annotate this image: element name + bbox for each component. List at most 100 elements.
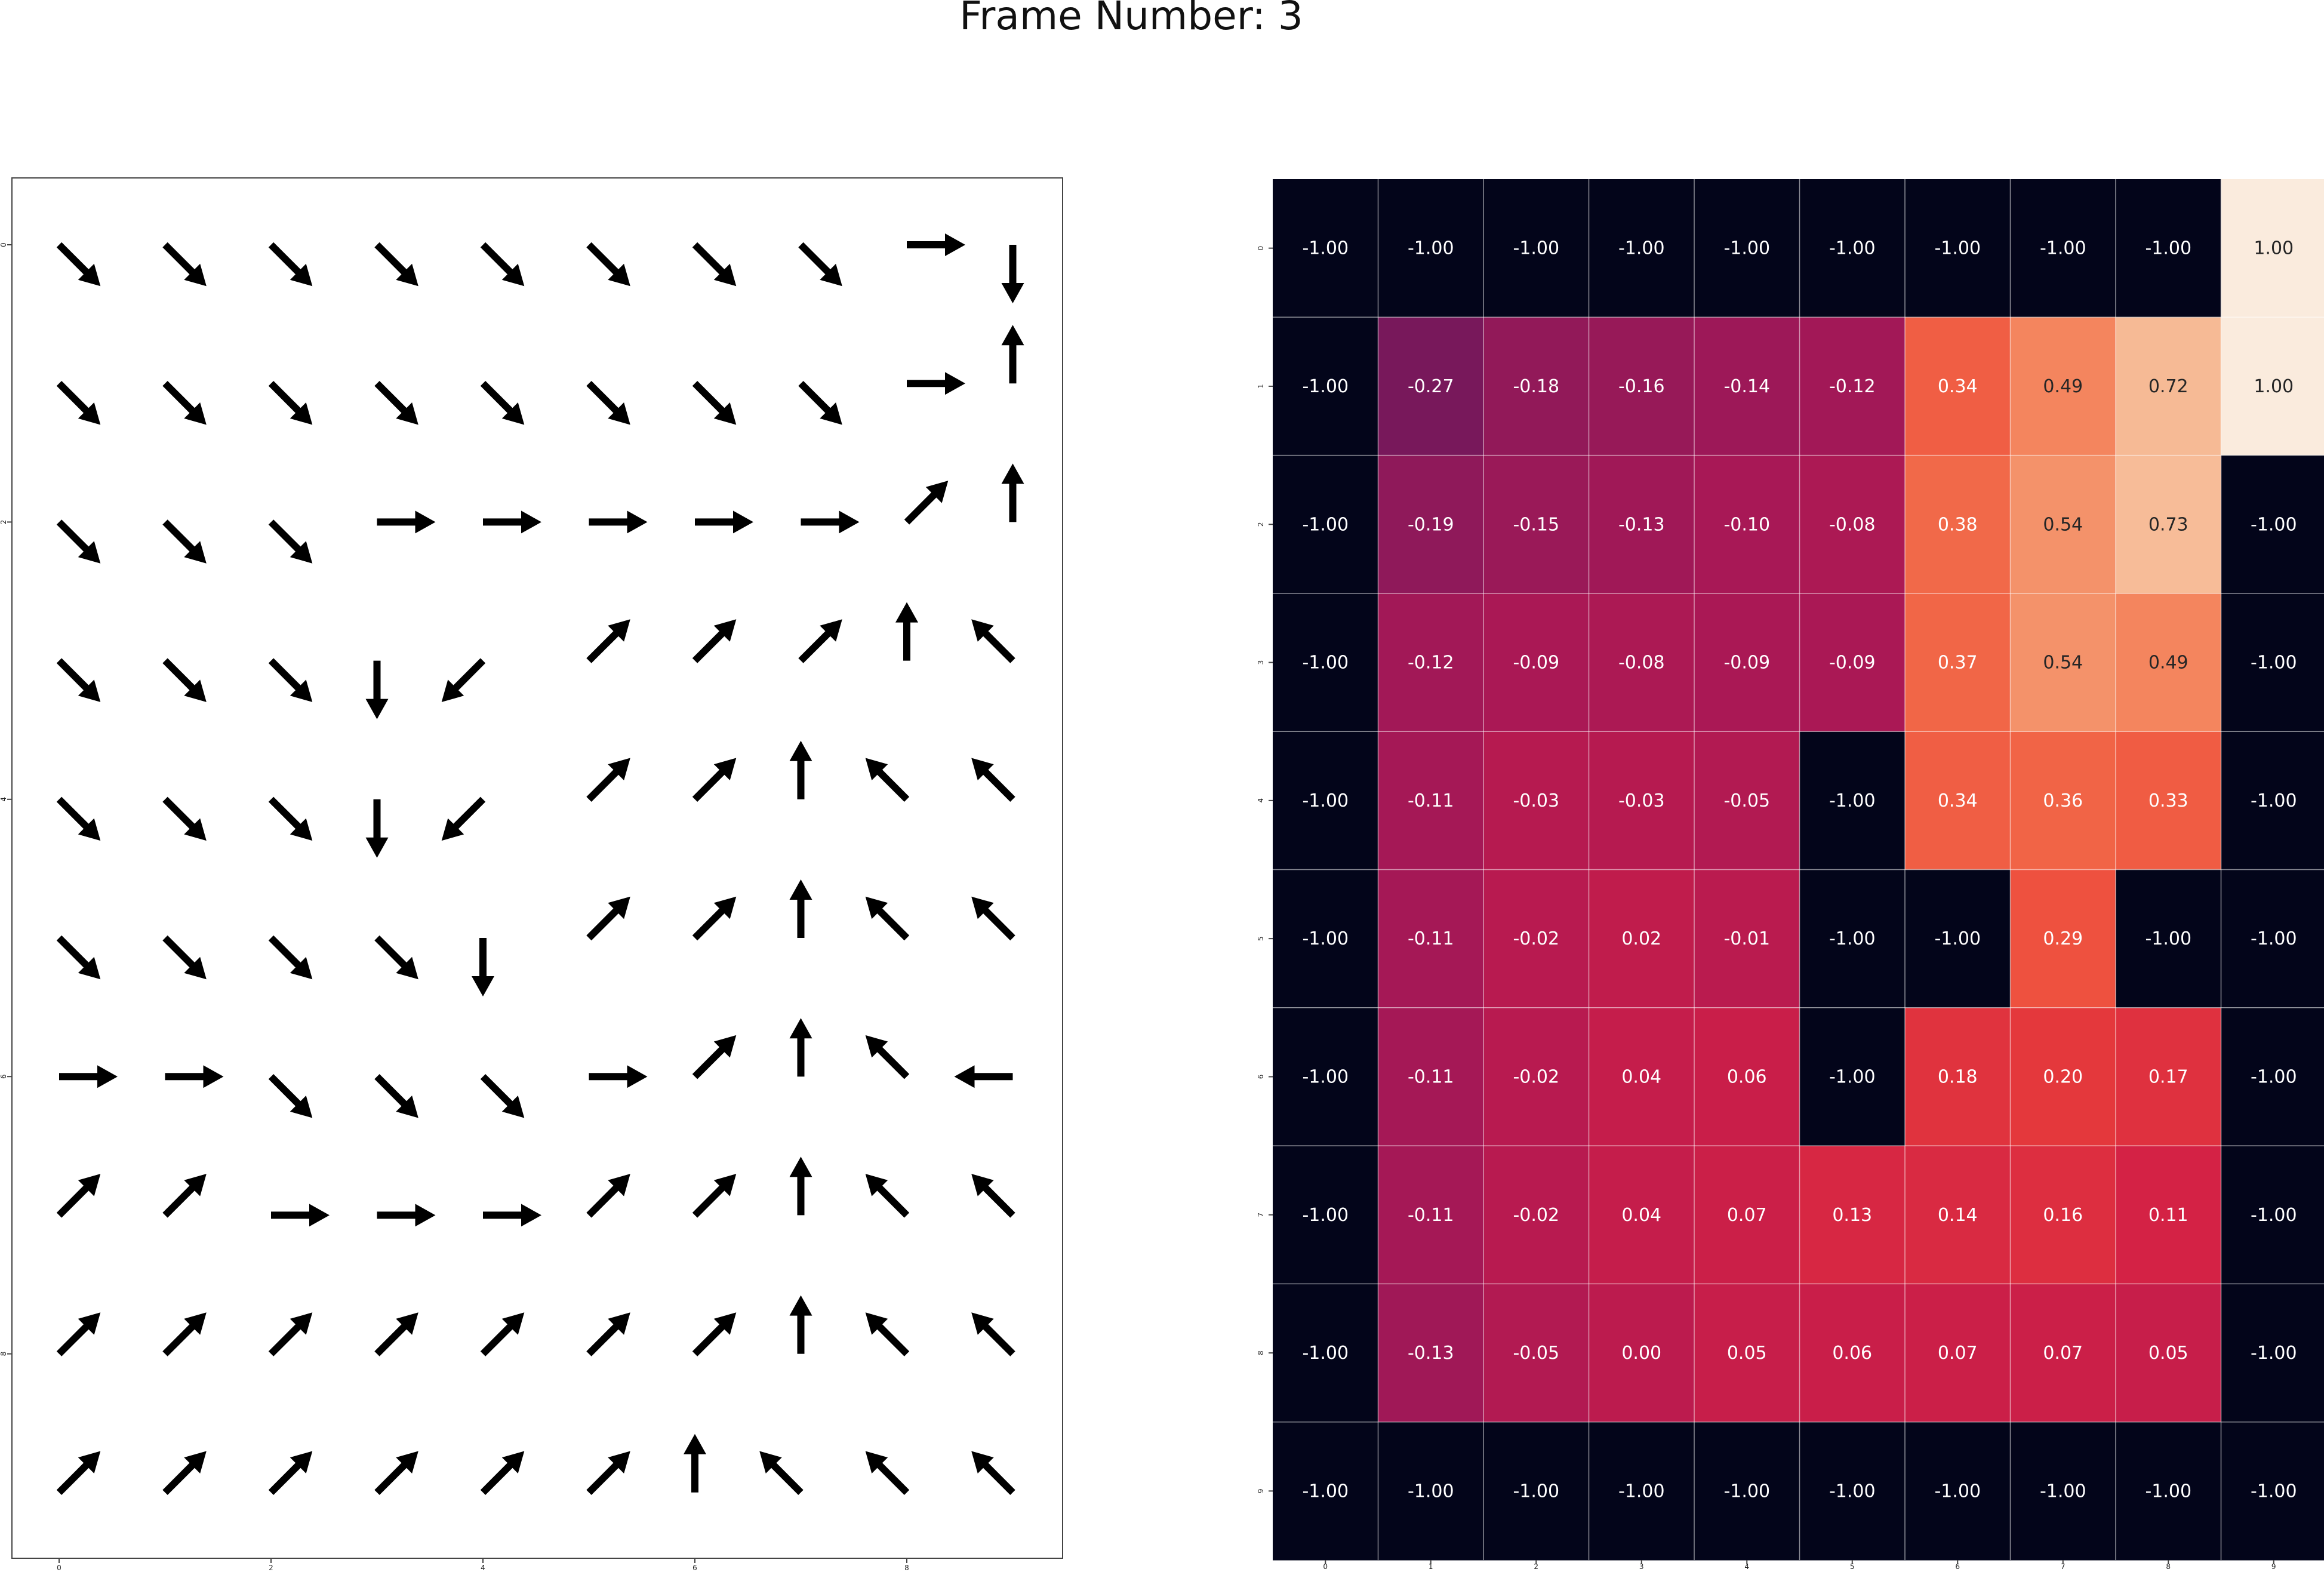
quiver-arrow-r1-c4: [480, 381, 525, 425]
heatmap-cell-label: -0.08: [1618, 653, 1665, 673]
heatmap-cell-r9-c3: [1589, 1422, 1695, 1561]
heatmap-cell-r7-c7: [2010, 1146, 2116, 1284]
heatmap-cell-label: -0.15: [1513, 514, 1559, 535]
heatmap-cell-label: -1.00: [1513, 1481, 1559, 1502]
heatmap-cell-label: -1.00: [1302, 1481, 1349, 1502]
heatmap-cell-r5-c4: [1694, 869, 1800, 1008]
heatmap-cell-label: 0.00: [1621, 1343, 1661, 1364]
heatmap-cell-r9-c8: [2116, 1422, 2221, 1561]
heatmap-cell-label: -0.11: [1408, 1205, 1454, 1226]
quiver-arrow-r7-c0: [56, 1174, 101, 1218]
quiver-arrow-r7-c3: [377, 1204, 436, 1227]
heatmap-cell-label: -1.00: [2251, 1205, 2297, 1226]
quiver-arrow-r0-c0: [56, 242, 101, 287]
heatmap-cell-r3-c0: [1273, 593, 1378, 732]
heatmap-cell-r4-c4: [1694, 731, 1800, 870]
heatmap-cell-label: -0.13: [1618, 514, 1665, 535]
heatmap-ytick-label: 5: [1257, 936, 1265, 941]
quiver-arrow-r9-c8: [865, 1451, 910, 1495]
quiver-arrow-r8-c0: [56, 1312, 101, 1356]
heatmap-cell-label: 0.54: [2043, 514, 2083, 535]
quiver-arrow-r3-c0: [56, 658, 101, 702]
heatmap-cell-r3-c8: [2116, 593, 2221, 732]
quiver-arrow-r5-c5: [586, 896, 630, 941]
heatmap-cell-r1-c3: [1589, 317, 1695, 456]
heatmap-cell-label: 0.36: [2043, 790, 2083, 811]
heatmap-cell-r4-c8: [2116, 731, 2221, 870]
heatmap-cell-label: 0.18: [1938, 1066, 1978, 1087]
heatmap-cell-label: 0.72: [2148, 376, 2188, 397]
quiver-arrow-r0-c8: [907, 233, 965, 256]
heatmap-cell-label: 0.38: [1938, 514, 1978, 535]
heatmap-cell-label: -0.11: [1408, 928, 1454, 949]
heatmap-cell-label: -1.00: [1829, 1481, 1876, 1502]
heatmap-cell-r8-c8: [2116, 1284, 2221, 1423]
heatmap-cell-r2-c7: [2010, 455, 2116, 594]
heatmap-cell-label: -0.02: [1513, 928, 1559, 949]
heatmap-cell-label: 0.13: [1832, 1205, 1872, 1226]
quiver-arrow-r6-c1: [165, 1065, 224, 1088]
quiver-xtick-label: 6: [692, 1564, 697, 1572]
heatmap-cell-label: 0.16: [2043, 1205, 2083, 1226]
quiver-arrow-r8-c1: [162, 1312, 207, 1356]
heatmap-cell-label: -1.00: [2251, 928, 2297, 949]
quiver-arrow-r8-c3: [374, 1312, 418, 1356]
heatmap-xtick-label: 2: [1534, 1562, 1538, 1571]
heatmap-cell-label: 0.02: [1621, 928, 1661, 949]
quiver-arrow-r1-c7: [798, 381, 842, 425]
heatmap-cell-r7-c9: [2221, 1146, 2324, 1284]
heatmap-cell-r0-c3: [1589, 179, 1695, 318]
quiver-arrow-r1-c0: [56, 381, 101, 425]
quiver-xtick-label: 0: [57, 1564, 61, 1572]
heatmap-cell-r6-c8: [2116, 1007, 2221, 1146]
heatmap-ytick-label: 2: [1257, 522, 1265, 527]
heatmap-cell-r6-c4: [1694, 1007, 1800, 1146]
quiver-arrow-r0-c5: [586, 242, 630, 287]
heatmap-cell-r3-c7: [2010, 593, 2116, 732]
heatmap-cell-label: 0.34: [1938, 790, 1978, 811]
quiver-arrow-r4-c8: [865, 758, 910, 802]
heatmap-cell-r1-c9: [2221, 317, 2324, 456]
heatmap-cell-label: 1.00: [2254, 238, 2294, 259]
heatmap-cell-label: -0.10: [1723, 514, 1770, 535]
heatmap-ytick-label: 6: [1257, 1075, 1265, 1079]
quiver-arrow-r9-c6: [684, 1433, 706, 1493]
quiver-arrow-r1-c3: [374, 381, 418, 425]
heatmap-cell-label: -1.00: [2251, 1343, 2297, 1364]
heatmap-cell-label: -1.00: [1302, 1205, 1349, 1226]
heatmap-cell-label: 0.54: [2043, 653, 2083, 673]
quiver-arrow-r3-c3: [365, 660, 389, 719]
heatmap-cell-r2-c0: [1273, 455, 1378, 594]
heatmap-ytick-label: 8: [1257, 1350, 1265, 1355]
heatmap-cell-r7-c1: [1378, 1146, 1484, 1284]
heatmap-cell-label: -0.19: [1408, 514, 1454, 535]
heatmap-cell-label: -1.00: [2251, 1481, 2297, 1502]
heatmap-cell-r4-c3: [1589, 731, 1695, 870]
quiver-arrow-r6-c3: [374, 1074, 418, 1118]
heatmap-cell-r5-c9: [2221, 869, 2324, 1008]
heatmap-cell-label: 0.05: [2148, 1343, 2188, 1364]
heatmap-xtick-label: 0: [1323, 1562, 1328, 1571]
quiver-xtick-label: 4: [481, 1564, 485, 1572]
heatmap-cell-r8-c9: [2221, 1284, 2324, 1423]
heatmap-cell-label: 0.49: [2043, 376, 2083, 397]
quiver-ytick-label: 8: [0, 1352, 8, 1356]
heatmap-cell-label: -1.00: [1302, 790, 1349, 811]
quiver-arrow-r5-c1: [162, 935, 207, 980]
heatmap-cell-r6-c6: [1905, 1007, 2011, 1146]
quiver-arrow-r3-c7: [798, 619, 842, 663]
heatmap-cell-label: 0.29: [2043, 928, 2083, 949]
heatmap-cell-r3-c1: [1378, 593, 1484, 732]
heatmap-cell-label: -1.00: [1302, 1066, 1349, 1087]
heatmap-cell-label: -0.05: [1723, 790, 1770, 811]
quiver-xtick-label: 2: [269, 1564, 273, 1572]
heatmap-cell-label: 0.04: [1621, 1205, 1661, 1226]
heatmap-cell-label: -0.08: [1829, 514, 1876, 535]
heatmap-ytick-label: 9: [1257, 1489, 1265, 1494]
heatmap-cell-label: -0.01: [1723, 928, 1770, 949]
heatmap-cell-label: -0.12: [1408, 653, 1454, 673]
heatmap-cell-r5-c0: [1273, 869, 1378, 1008]
quiver-arrow-r2-c0: [56, 519, 101, 564]
heatmap-cell-label: -0.16: [1618, 376, 1665, 397]
